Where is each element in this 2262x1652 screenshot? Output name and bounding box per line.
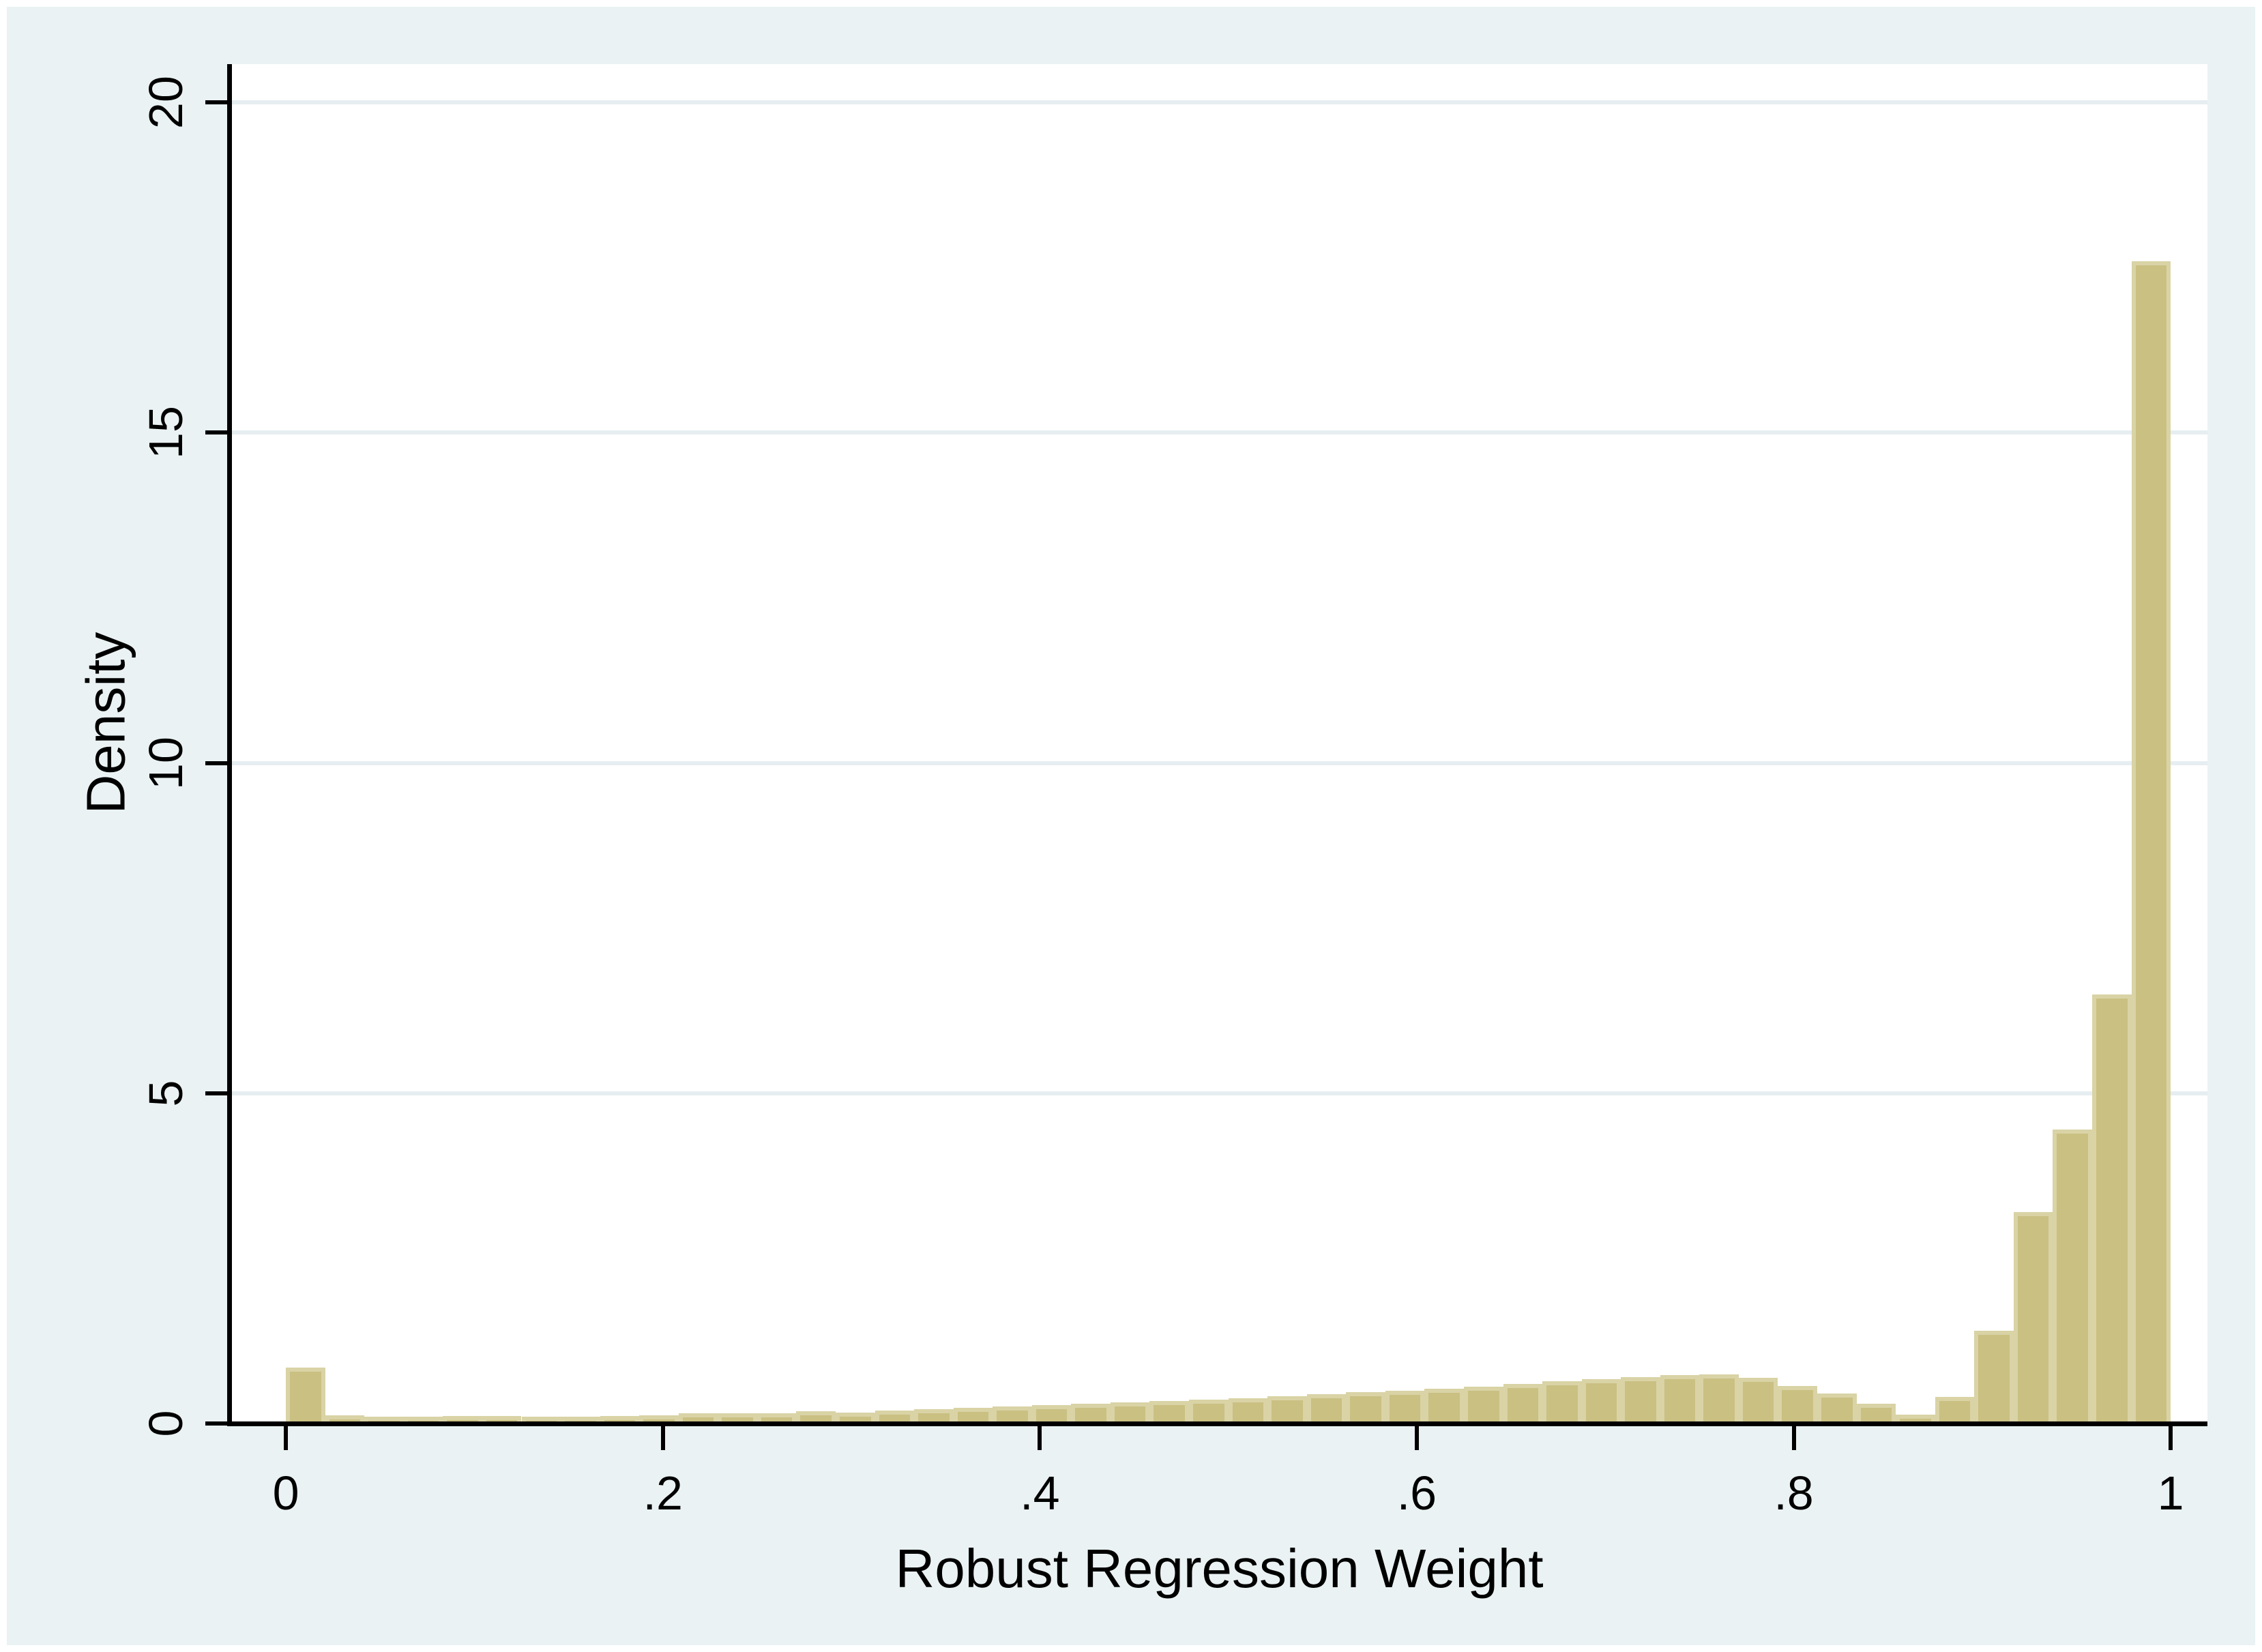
y-tick-mark: [205, 100, 227, 105]
y-tick-mark: [205, 1421, 227, 1426]
histogram-bar: [1660, 1375, 1700, 1425]
histogram-bar: [364, 1417, 404, 1425]
y-tick-label: 15: [139, 406, 192, 460]
x-axis-title: Robust Regression Weight: [895, 1538, 1544, 1599]
x-tick-mark: [660, 1426, 665, 1450]
x-tick-label: 1: [2157, 1466, 2184, 1520]
y-tick-label: 5: [139, 1080, 192, 1107]
x-tick-label: .2: [643, 1466, 683, 1520]
y-axis-title: Density: [75, 632, 136, 814]
histogram-bar: [1817, 1393, 1857, 1425]
histogram-bar: [1071, 1403, 1111, 1425]
graph-background: 0 5 10 15 20 0 .2 .4 .6 .8 1 Robust Regression We…: [7, 7, 2255, 1645]
histogram-bar: [1621, 1377, 1660, 1425]
histogram-bar: [2053, 1130, 2092, 1425]
x-tick-label: .8: [1774, 1466, 1814, 1520]
histogram-bar: [1463, 1386, 1503, 1425]
histogram-bar: [403, 1417, 443, 1425]
x-tick-mark: [2169, 1426, 2173, 1450]
x-tick-mark: [284, 1426, 289, 1450]
y-gridline: [232, 1091, 2207, 1095]
y-tick-label: 0: [139, 1410, 192, 1437]
histogram-bar: [561, 1417, 600, 1425]
histogram-bar: [914, 1408, 954, 1425]
histogram-bar: [1267, 1396, 1307, 1425]
y-gridline: [232, 430, 2207, 435]
histogram-bar: [1778, 1385, 1818, 1425]
histogram-bar: [2131, 261, 2171, 1425]
histogram-bar: [1228, 1398, 1268, 1425]
x-tick-label: 0: [272, 1466, 299, 1520]
x-tick-mark: [1791, 1426, 1796, 1450]
histogram-bar: [1856, 1403, 1896, 1425]
x-axis-line: [227, 1421, 2207, 1426]
plot-area: [231, 64, 2207, 1424]
histogram-bar: [286, 1367, 325, 1425]
y-tick-mark: [205, 430, 227, 435]
histogram-bar: [1581, 1379, 1621, 1425]
histogram-bar: [1385, 1390, 1425, 1425]
y-tick-mark: [205, 761, 227, 765]
y-gridline: [232, 761, 2207, 765]
histogram-bar: [2091, 994, 2132, 1425]
histogram-bar: [1110, 1402, 1150, 1425]
histogram-bar: [1699, 1374, 1739, 1425]
histogram-bar: [1149, 1401, 1190, 1425]
x-tick-mark: [1038, 1426, 1042, 1450]
histogram-bar: [2013, 1212, 2053, 1425]
y-tick-label: 10: [139, 736, 192, 790]
y-tick-label: 20: [139, 76, 192, 130]
histogram-bar: [1935, 1397, 1975, 1425]
histogram-bar: [1346, 1392, 1385, 1425]
x-tick-mark: [1414, 1426, 1419, 1450]
y-axis-line: [227, 64, 232, 1426]
histogram-bar: [1738, 1378, 1778, 1425]
histogram-bar: [1189, 1400, 1229, 1425]
histogram-bar: [1424, 1388, 1464, 1425]
histogram-bar: [796, 1411, 836, 1425]
x-tick-label: .6: [1396, 1466, 1437, 1520]
histogram-bar: [1503, 1383, 1543, 1425]
histogram-bar: [1542, 1381, 1582, 1425]
histogram-bar: [1974, 1331, 2014, 1425]
histogram-bar: [875, 1410, 915, 1425]
y-gridline: [232, 100, 2207, 105]
x-tick-label: .4: [1020, 1466, 1060, 1520]
y-tick-mark: [205, 1091, 227, 1095]
histogram-bar: [521, 1417, 561, 1425]
histogram-bar: [1306, 1394, 1347, 1425]
